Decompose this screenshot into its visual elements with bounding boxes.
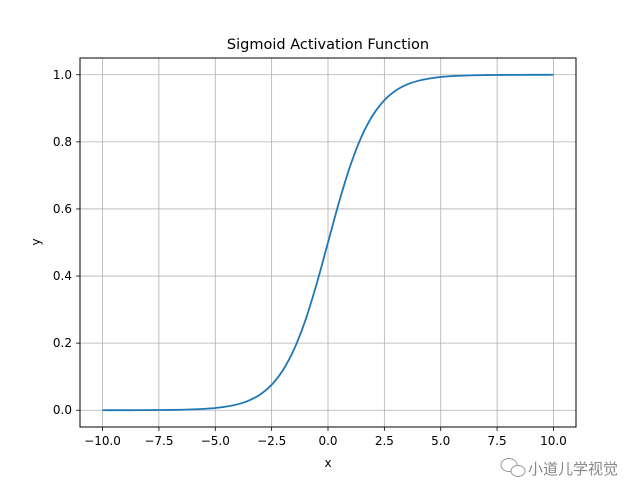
x-tick-label: 7.5 — [488, 434, 507, 448]
y-tick-label: 0.6 — [53, 202, 72, 216]
chart-title: Sigmoid Activation Function — [227, 37, 429, 53]
series-line — [102, 73, 554, 412]
ticks: −10.0 −7.5 −5.0 −2.5 0.0 2.5 5.0 7.5 10.0 0.0 0.2 0… — [53, 68, 567, 448]
x-tick-label: 10.0 — [540, 434, 567, 448]
y-axis-label: y — [29, 238, 43, 245]
axes-frame — [79, 57, 577, 428]
x-tick-label: 5.0 — [431, 434, 450, 448]
x-axis-label: x — [324, 456, 331, 470]
x-tick-label: 2.5 — [375, 434, 394, 448]
y-tick-label: 0.2 — [53, 336, 72, 350]
y-tick-label: 0.4 — [53, 269, 72, 283]
x-tick-label: −10.0 — [84, 434, 121, 448]
watermark: 小道儿学视觉 — [500, 458, 618, 478]
x-tick-label: −2.5 — [257, 434, 286, 448]
y-tick-label: 0.8 — [53, 135, 72, 149]
x-tick-label: 0.0 — [318, 434, 337, 448]
x-tick-label: −5.0 — [201, 434, 230, 448]
y-tick-label: 1.0 — [53, 68, 72, 82]
x-tick-label: −7.5 — [144, 434, 173, 448]
watermark-text: 小道儿学视觉 — [528, 460, 618, 478]
wechat-icon — [500, 458, 526, 477]
y-tick-label: 0.0 — [53, 403, 72, 417]
